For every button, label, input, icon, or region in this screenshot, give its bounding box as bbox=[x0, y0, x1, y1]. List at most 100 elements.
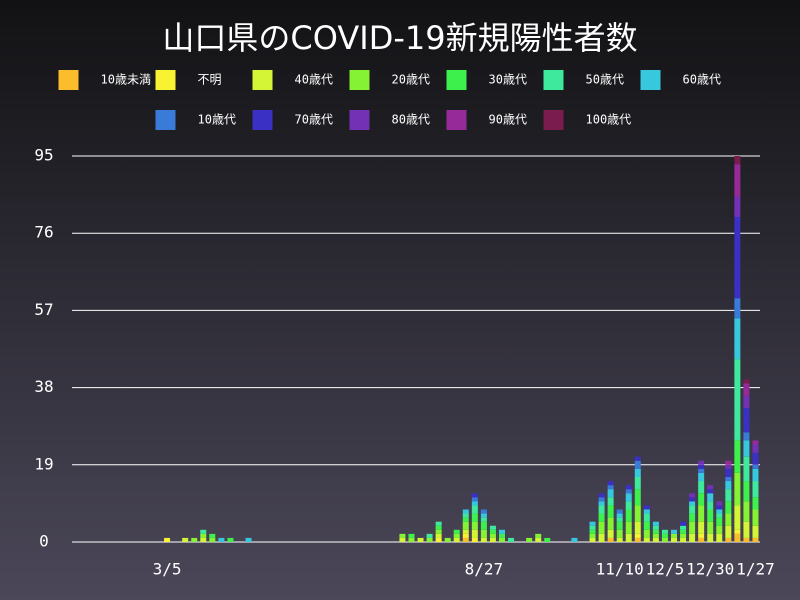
bar-segment bbox=[616, 529, 623, 538]
bar-segment bbox=[499, 529, 505, 534]
bar-segment bbox=[689, 493, 696, 498]
bar-segment bbox=[453, 537, 460, 542]
bar-segment bbox=[598, 521, 605, 534]
x-tick-label: 12/5 bbox=[646, 560, 685, 579]
bar-segment bbox=[734, 196, 741, 217]
bar-segment bbox=[598, 497, 605, 502]
bar-segment bbox=[462, 509, 469, 514]
bar-segment bbox=[598, 501, 605, 506]
bar-segment bbox=[634, 489, 641, 506]
bar-segment bbox=[752, 537, 759, 542]
bar-segment bbox=[716, 501, 723, 506]
bar-segment bbox=[489, 533, 496, 538]
bar-segment bbox=[499, 533, 505, 538]
bar-segment bbox=[752, 464, 759, 469]
bar-segment bbox=[743, 440, 750, 457]
bar-segment bbox=[689, 521, 696, 534]
bar-segment bbox=[209, 533, 216, 538]
legend-swatch bbox=[252, 70, 273, 90]
bar-segment bbox=[652, 529, 659, 534]
bar-segment bbox=[471, 529, 478, 538]
legend-swatch bbox=[640, 70, 661, 90]
bar-segment bbox=[698, 481, 705, 494]
bar-segment bbox=[607, 517, 614, 530]
y-tick-label: 76 bbox=[34, 223, 53, 242]
legend-swatch bbox=[349, 110, 370, 130]
bar-segment bbox=[634, 456, 641, 461]
bar-segment bbox=[734, 318, 741, 360]
bar-segment bbox=[698, 460, 705, 465]
bar-segment bbox=[652, 537, 659, 542]
bar-segment bbox=[435, 529, 442, 534]
legend-label: 10歳未満 bbox=[101, 73, 151, 87]
bar-segment bbox=[399, 537, 406, 542]
bar-segment bbox=[598, 513, 605, 522]
bar-segment bbox=[643, 509, 650, 514]
bar-segment bbox=[707, 489, 714, 494]
bar-segment bbox=[444, 537, 451, 542]
bar-segment bbox=[707, 485, 714, 490]
bar-segment bbox=[607, 529, 614, 538]
bar-segment bbox=[680, 525, 687, 530]
x-tick-label: 1/27 bbox=[736, 560, 775, 579]
bar-segment bbox=[625, 509, 632, 522]
bar-segment bbox=[698, 468, 705, 473]
bar-segment bbox=[661, 529, 668, 534]
legend-swatch bbox=[58, 70, 79, 90]
bar-segment bbox=[734, 440, 741, 473]
bar-segment bbox=[725, 481, 732, 490]
bar-segment bbox=[698, 521, 705, 534]
bar-segment bbox=[526, 537, 533, 542]
legend-label: 60歳代 bbox=[683, 73, 721, 87]
bar-segment bbox=[489, 525, 496, 530]
x-tick-label: 12/30 bbox=[686, 560, 734, 579]
bar-segment bbox=[689, 497, 696, 502]
bar-segment bbox=[625, 533, 632, 542]
bar-segment bbox=[480, 509, 487, 514]
x-tick-label: 11/10 bbox=[596, 560, 644, 579]
bar-segment bbox=[191, 537, 198, 542]
bar-segment bbox=[643, 505, 650, 510]
legend-swatch bbox=[349, 70, 370, 90]
bar-segment bbox=[245, 537, 252, 542]
bar-segment bbox=[689, 501, 696, 506]
bar-segment bbox=[435, 533, 442, 538]
bar-segment bbox=[752, 525, 759, 538]
bar-segment bbox=[471, 493, 478, 498]
legend-swatch bbox=[543, 70, 564, 90]
bar-segment bbox=[725, 476, 732, 482]
bar-segment bbox=[480, 517, 487, 522]
bar-segment bbox=[680, 533, 687, 538]
bar-segment bbox=[625, 501, 632, 510]
bar-segment bbox=[589, 521, 596, 526]
bar-segment bbox=[462, 537, 469, 542]
bar-segment bbox=[209, 537, 216, 542]
bar-segment bbox=[752, 481, 759, 498]
bar-segment bbox=[716, 509, 723, 514]
bar-segment bbox=[743, 395, 750, 408]
bar-segment bbox=[625, 489, 632, 494]
bar-segment bbox=[743, 537, 750, 542]
y-tick-label: 95 bbox=[34, 146, 53, 165]
bar-segment bbox=[616, 521, 623, 530]
legend-swatch bbox=[543, 110, 564, 130]
bar-segment bbox=[535, 537, 542, 542]
bar-segment bbox=[625, 485, 632, 490]
bar-segment bbox=[689, 533, 696, 542]
bar-segment bbox=[453, 529, 460, 534]
bar-segment bbox=[743, 407, 750, 433]
bar-segment bbox=[707, 493, 714, 502]
bar-segment bbox=[616, 517, 623, 522]
legend-label: 40歳代 bbox=[295, 73, 333, 87]
bar-segment bbox=[680, 529, 687, 534]
y-tick-label: 0 bbox=[39, 532, 49, 551]
bar-segment bbox=[462, 529, 469, 534]
bar-segment bbox=[725, 501, 732, 514]
bar-segment bbox=[716, 513, 723, 518]
bar-segment bbox=[535, 533, 542, 538]
bar-segment bbox=[227, 537, 234, 542]
bar-segment bbox=[725, 464, 732, 469]
bar-segment bbox=[164, 537, 171, 542]
bar-segment bbox=[725, 525, 732, 538]
